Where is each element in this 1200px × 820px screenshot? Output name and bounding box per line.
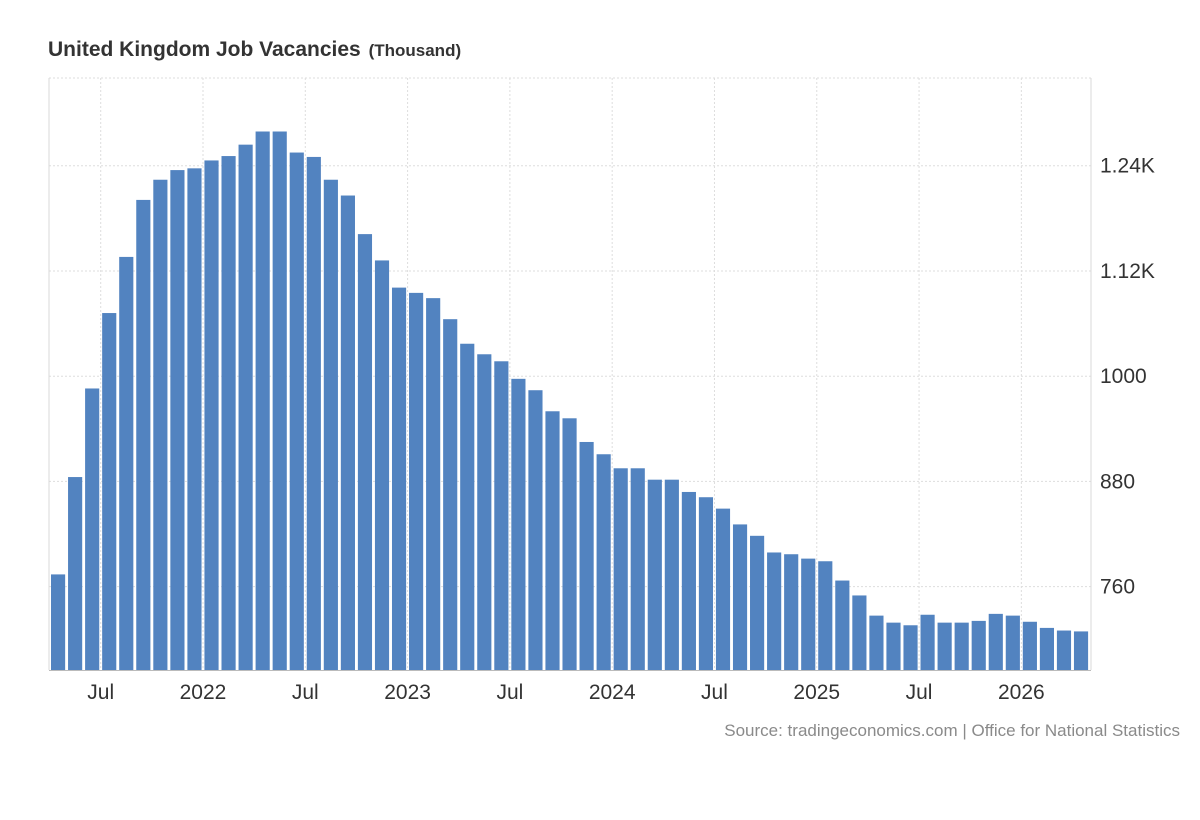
bar [818,561,833,670]
bar [801,558,816,670]
bars [51,131,1089,671]
bar [767,552,782,670]
bar [1022,621,1037,670]
bar [477,354,492,670]
bar [784,554,799,670]
axes: 760 880 1000 1.12K 1.24K Jul 2022 Jul 2023 Jul 202… [48,78,1155,704]
bar [562,418,577,670]
bar [511,378,526,670]
y-tick-label: 1000 [1100,365,1147,388]
bar [715,508,731,670]
bar [494,361,509,670]
x-tick-label: 2022 [180,681,227,704]
bar [869,615,884,670]
bar [323,179,338,670]
bar [153,179,168,670]
bar [732,524,748,670]
y-tick-label: 1.24K [1100,155,1155,178]
bar [204,160,219,671]
bar [954,622,969,670]
x-tick-label: 2026 [998,681,1045,704]
bar [698,497,714,670]
chart-unit: (Thousand) [368,41,462,60]
bar [306,156,321,670]
x-tick-label: Jul [496,681,523,704]
bar [750,535,765,670]
bar [886,622,901,670]
bar [647,479,662,670]
bar [903,625,918,670]
y-tick-label: 1.12K [1100,260,1155,283]
y-tick-label: 880 [1100,470,1135,493]
x-tick-label: 2024 [589,681,636,704]
y-tick-label: 760 [1100,576,1135,599]
bar [988,613,1003,670]
bar [426,298,441,670]
x-tick-label: Jul [906,681,933,704]
bar [1039,627,1055,670]
bar [1056,630,1072,670]
bar [340,195,355,671]
chart-title-text: United Kingdom Job Vacancies [48,38,361,61]
bar [852,595,867,670]
bar [937,622,952,670]
bar [102,313,117,670]
bar [1005,615,1020,670]
bar [357,234,373,670]
x-tick-label: Jul [87,681,114,704]
bar [136,199,151,670]
bar [630,468,645,670]
bar [51,574,66,670]
bar [187,168,202,670]
bar [85,388,100,670]
bar [221,156,236,671]
bar [1073,631,1089,670]
bar [664,479,679,670]
bar [170,170,185,671]
chart-title: United Kingdom Job Vacancies (Thousand) [48,38,461,62]
x-tick-label: Jul [292,681,319,704]
bar [971,620,986,670]
bar [460,343,475,670]
bar [68,477,83,670]
bar [613,468,628,670]
bar [681,491,696,670]
bar [119,256,134,670]
x-tick-label: Jul [701,681,728,704]
x-tick-label: 2025 [793,681,840,704]
bar [272,131,287,670]
bar [579,441,594,670]
bar [443,319,458,670]
bar [289,152,304,670]
bar [528,390,543,670]
bar [255,131,270,670]
bar [835,580,850,670]
bar [238,144,253,671]
bar [374,260,390,670]
bar [545,411,560,670]
bar [409,292,424,670]
bar [391,287,407,670]
source-caption: Source: tradingeconomics.com | Office fo… [724,721,1180,740]
x-tick-label: 2023 [384,681,431,704]
bar [596,454,611,670]
bar [920,614,935,670]
